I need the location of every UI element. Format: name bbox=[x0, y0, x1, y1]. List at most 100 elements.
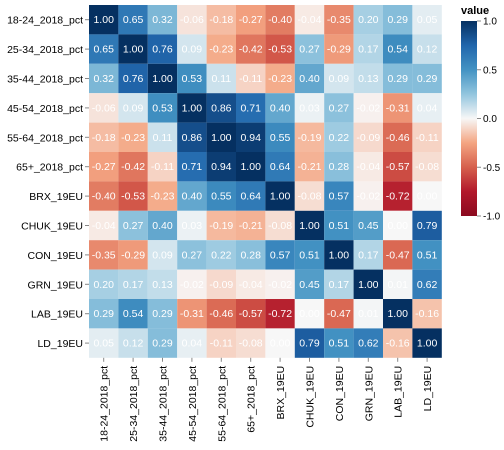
x-tick-label: 25-34_2018_pct bbox=[128, 366, 140, 442]
heatmap-cell bbox=[236, 93, 266, 123]
heatmap-cell bbox=[353, 269, 383, 299]
cell-value-label: 0.17 bbox=[358, 249, 379, 261]
cell-value-label: -0.27 bbox=[92, 161, 116, 173]
cell-value-label: 1.00 bbox=[417, 338, 438, 350]
cell-value-label: 0.65 bbox=[93, 44, 114, 56]
cell-value-label: -0.06 bbox=[180, 14, 204, 26]
cell-value-label: 0.54 bbox=[387, 44, 408, 56]
cell-value-label: 1.00 bbox=[123, 44, 144, 56]
heatmap-cell bbox=[206, 122, 236, 152]
cell-value-label: -0.23 bbox=[121, 132, 145, 144]
x-tick-label: 65+_2018_pct bbox=[246, 366, 258, 433]
heatmap-cell bbox=[324, 34, 354, 64]
cell-value-label: 0.28 bbox=[329, 161, 350, 173]
legend-title: value bbox=[461, 5, 489, 17]
cell-value-label: 0.17 bbox=[329, 279, 350, 291]
heatmap-cell bbox=[147, 328, 178, 358]
y-tick-label: 35-44_2018_pct bbox=[7, 74, 83, 86]
cell-value-label: 0.94 bbox=[240, 132, 261, 144]
cell-value-label: -0.02 bbox=[268, 279, 292, 291]
heatmap-cell bbox=[177, 152, 207, 182]
cell-value-label: -0.06 bbox=[92, 102, 116, 114]
heatmap-cells: 1.00 0.65 0.32 -0.06 -0.18 -0.27 -0.40 -0.04 -0.… bbox=[89, 5, 442, 358]
heatmap-cell bbox=[89, 122, 119, 152]
cell-value-label: 0.64 bbox=[240, 191, 261, 203]
y-axis: 18-24_2018_pct 25-34_2018_pct 35-44_2018_p… bbox=[7, 15, 89, 350]
cell-value-label: -0.04 bbox=[239, 279, 263, 291]
heatmap-cell bbox=[147, 152, 178, 182]
cell-value-label: 0.12 bbox=[123, 338, 144, 350]
y-tick-label: LD_19EU bbox=[37, 338, 83, 350]
cell-value-label: 0.17 bbox=[358, 44, 379, 56]
cell-value-label: -0.31 bbox=[180, 308, 204, 320]
cell-value-label: -0.23 bbox=[268, 73, 292, 85]
cell-value-label: 0.29 bbox=[93, 308, 114, 320]
cell-value-label: 0.71 bbox=[240, 102, 261, 114]
heatmap-cell bbox=[89, 299, 119, 329]
cell-value-label: -0.29 bbox=[121, 249, 145, 261]
cell-value-label: 0.03 bbox=[182, 220, 203, 232]
heatmap-cell bbox=[147, 210, 178, 241]
cell-value-label: 0.94 bbox=[211, 161, 232, 173]
heatmap-cell bbox=[294, 299, 325, 329]
cell-value-label: 0.86 bbox=[211, 102, 232, 114]
cell-value-label: 0.62 bbox=[358, 338, 379, 350]
cell-value-label: 1.00 bbox=[152, 73, 173, 85]
heatmap-cell bbox=[147, 240, 178, 270]
cell-value-label: 0.79 bbox=[299, 338, 320, 350]
cell-value-label: 0.01 bbox=[387, 279, 408, 291]
heatmap-cell bbox=[206, 63, 236, 94]
cell-value-label: -0.08 bbox=[298, 191, 322, 203]
cell-value-label: 0.00 bbox=[270, 338, 291, 350]
cell-value-label: 0.01 bbox=[358, 308, 379, 320]
cell-value-label: -0.23 bbox=[151, 191, 175, 203]
heatmap-cell bbox=[353, 63, 383, 94]
heatmap-cell bbox=[412, 93, 442, 123]
cell-value-label: -0.35 bbox=[327, 14, 351, 26]
heatmap-cell bbox=[353, 34, 383, 64]
cell-value-label: 0.51 bbox=[329, 220, 350, 232]
heatmap-cell bbox=[206, 152, 236, 182]
cell-value-label: 0.11 bbox=[211, 73, 231, 85]
legend-tick-label: -1.0 bbox=[483, 212, 501, 223]
cell-value-label: -0.04 bbox=[356, 161, 380, 173]
heatmap-cell bbox=[412, 299, 442, 329]
heatmap-cell bbox=[265, 328, 295, 358]
heatmap-cell bbox=[206, 210, 236, 241]
cell-value-label: 0.40 bbox=[182, 191, 203, 203]
cell-value-label: -0.04 bbox=[92, 220, 116, 232]
cell-value-label: 0.29 bbox=[152, 338, 173, 350]
heatmap-cell bbox=[147, 299, 178, 329]
cell-value-label: 0.45 bbox=[299, 279, 320, 291]
heatmap-cell bbox=[118, 299, 148, 329]
x-tick-label: LD_19EU bbox=[422, 366, 434, 412]
cell-value-label: 0.11 bbox=[153, 132, 173, 144]
heatmap-cell bbox=[89, 181, 119, 211]
heatmap-cell bbox=[89, 5, 119, 35]
cell-value-label: 0.03 bbox=[299, 102, 320, 114]
y-tick-label: 55-64_2018_pct bbox=[7, 132, 83, 144]
heatmap-cell bbox=[206, 5, 236, 35]
cell-value-label: 0.13 bbox=[358, 73, 379, 85]
x-tick-label: LAB_19EU bbox=[393, 366, 405, 418]
y-tick-label: BRX_19EU bbox=[29, 191, 83, 203]
legend-tick-label: 0.0 bbox=[483, 114, 497, 125]
heatmap-cell bbox=[353, 240, 383, 270]
heatmap-cell bbox=[118, 240, 148, 270]
heatmap-cell bbox=[236, 181, 266, 211]
heatmap-cell bbox=[294, 269, 325, 299]
cell-value-label: 0.29 bbox=[152, 308, 173, 320]
cell-value-label: 0.57 bbox=[270, 249, 291, 261]
heatmap-cell bbox=[118, 34, 148, 64]
heatmap-cell bbox=[118, 5, 148, 35]
cell-value-label: -0.40 bbox=[268, 14, 292, 26]
heatmap-cell bbox=[265, 299, 295, 329]
cell-value-label: 0.27 bbox=[123, 220, 144, 232]
heatmap-cell bbox=[147, 181, 178, 211]
heatmap-cell bbox=[294, 63, 325, 94]
heatmap-cell bbox=[236, 63, 266, 94]
heatmap-cell bbox=[118, 328, 148, 358]
cell-value-label: 0.71 bbox=[182, 161, 203, 173]
heatmap-cell bbox=[265, 181, 295, 211]
heatmap-cell bbox=[118, 269, 148, 299]
